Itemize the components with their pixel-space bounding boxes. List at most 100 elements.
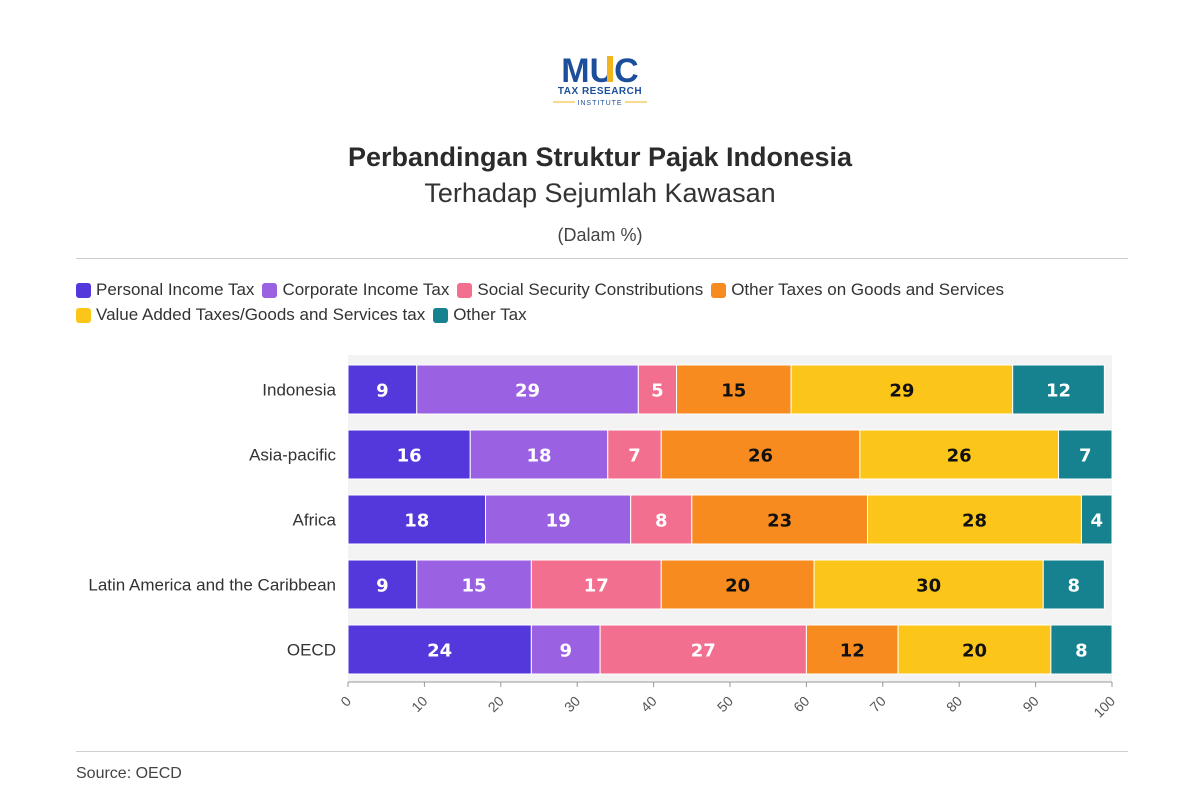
logo-accent-bar — [607, 56, 613, 82]
x-tick-label: 10 — [408, 693, 430, 715]
bar-segment — [607, 429, 662, 480]
bar-segment — [637, 364, 678, 415]
chart-unit: (Dalam %) — [557, 225, 643, 245]
bar-value-label: 12 — [840, 641, 865, 662]
category-label: Latin America and the Caribbean — [88, 576, 336, 595]
bar-segment — [660, 429, 861, 480]
chart-subtitle: Terhadap Sejumlah Kawasan — [424, 178, 776, 208]
x-tick-label: 0 — [337, 693, 354, 710]
top-divider — [76, 258, 1128, 259]
bar-segment — [867, 494, 1082, 545]
bar-value-label: 9 — [376, 381, 389, 402]
x-tick-label: 20 — [485, 693, 507, 715]
x-tick-label: 90 — [1019, 693, 1041, 715]
bar-segment — [1012, 364, 1105, 415]
bar-value-label: 18 — [526, 446, 551, 467]
bar-value-label: 27 — [691, 641, 716, 662]
bar-segment — [805, 624, 899, 675]
stacked-bar-chart: Indonesia 9 29 5 15 29 12 Asia-pacific 16 18 7 26 26… — [88, 355, 1118, 721]
logo-line2-text: INSTITUTE — [577, 100, 622, 107]
bar-value-label: 8 — [655, 511, 668, 532]
legend-item[interactable]: Value Added Taxes/Goods and Services tax — [76, 305, 425, 325]
legend-label: Social Security Constributions — [477, 280, 704, 299]
bar-segment — [790, 364, 1014, 415]
x-tick-label: 60 — [790, 693, 812, 715]
bar-segment — [347, 429, 471, 480]
bar-value-label: 8 — [1068, 576, 1081, 597]
bar-segment — [897, 624, 1052, 675]
category-label: Africa — [293, 511, 337, 530]
legend-swatch — [76, 307, 91, 323]
bar-value-label: 29 — [515, 381, 540, 402]
bar-value-label: 30 — [916, 576, 941, 597]
bar-segment — [813, 559, 1044, 610]
bar-value-label: 19 — [546, 511, 571, 532]
x-tick-label: 80 — [943, 693, 965, 715]
bar-segment — [630, 494, 693, 545]
source-note: Source: OECD — [76, 765, 182, 782]
bar-segment — [416, 559, 532, 610]
bar-value-label: 4 — [1090, 511, 1103, 532]
bar-value-label: 8 — [1075, 641, 1088, 662]
category-label: Asia-pacific — [249, 446, 336, 465]
category-label: Indonesia — [262, 381, 336, 400]
bar-value-label: 23 — [767, 511, 792, 532]
x-tick-label: 100 — [1090, 693, 1118, 721]
legend-item[interactable]: Corporate Income Tax — [262, 280, 449, 300]
bar-segment — [1042, 559, 1105, 610]
bar-value-label: 24 — [427, 641, 452, 662]
bar-value-label: 9 — [559, 641, 572, 662]
bar-value-label: 26 — [947, 446, 972, 467]
legend-label: Corporate Income Tax — [282, 280, 450, 299]
legend-swatch — [76, 282, 91, 298]
logo-line1-text: TAX RESEARCH — [558, 86, 642, 97]
legend-label: Value Added Taxes/Goods and Services tax — [96, 305, 426, 324]
bar-value-label: 16 — [397, 446, 422, 467]
bar-value-label: 28 — [962, 511, 987, 532]
legend-item[interactable]: Personal Income Tax — [76, 280, 254, 300]
bar-value-label: 20 — [725, 576, 750, 597]
bar-value-label: 5 — [651, 381, 664, 402]
x-tick-label: 50 — [714, 693, 736, 715]
bar-value-label: 15 — [462, 576, 487, 597]
bar-segment — [347, 364, 418, 415]
legend-swatch — [433, 307, 449, 323]
legend: Personal Income Tax Corporate Income Tax S… — [76, 280, 1156, 330]
bar-value-label: 15 — [721, 381, 746, 402]
bar-segment — [347, 494, 487, 545]
legend-label: Other Tax — [453, 305, 527, 324]
bar-segment — [859, 429, 1060, 480]
legend-item[interactable]: Other Taxes on Goods and Services — [711, 280, 1004, 300]
bar-segment — [676, 364, 792, 415]
logo-main-text: MUC — [561, 52, 638, 90]
bar-value-label: 26 — [748, 446, 773, 467]
x-tick-label: 70 — [867, 693, 889, 715]
bar-value-label: 20 — [962, 641, 987, 662]
legend-swatch — [457, 282, 473, 298]
bar-segment — [469, 429, 609, 480]
bottom-divider — [76, 751, 1128, 752]
muc-logo: MUC TAX RESEARCH INSTITUTE — [553, 52, 647, 107]
bar-value-label: 17 — [584, 576, 609, 597]
x-tick-label: 40 — [637, 693, 659, 715]
bar-value-label: 7 — [628, 446, 641, 467]
legend-swatch — [711, 282, 727, 298]
bar-segment — [1058, 429, 1113, 480]
chart-title: Perbandingan Struktur Pajak Indonesia — [347, 142, 853, 172]
bar-value-label: 18 — [404, 511, 429, 532]
bar-segment — [691, 494, 869, 545]
bar-value-label: 29 — [889, 381, 914, 402]
legend-label: Other Taxes on Goods and Services — [731, 280, 1004, 299]
category-label: OECD — [287, 641, 336, 660]
legend-item[interactable]: Social Security Constributions — [457, 280, 703, 300]
bar-value-label: 7 — [1079, 446, 1092, 467]
bar-value-label: 9 — [376, 576, 389, 597]
legend-swatch — [262, 282, 278, 298]
bar-segment — [347, 624, 532, 675]
bar-segment — [530, 559, 662, 610]
legend-item[interactable]: Other Tax — [433, 305, 527, 325]
bar-segment — [485, 494, 632, 545]
bar-segment — [1050, 624, 1113, 675]
x-tick-label: 30 — [561, 693, 583, 715]
bar-segment — [1080, 494, 1113, 545]
